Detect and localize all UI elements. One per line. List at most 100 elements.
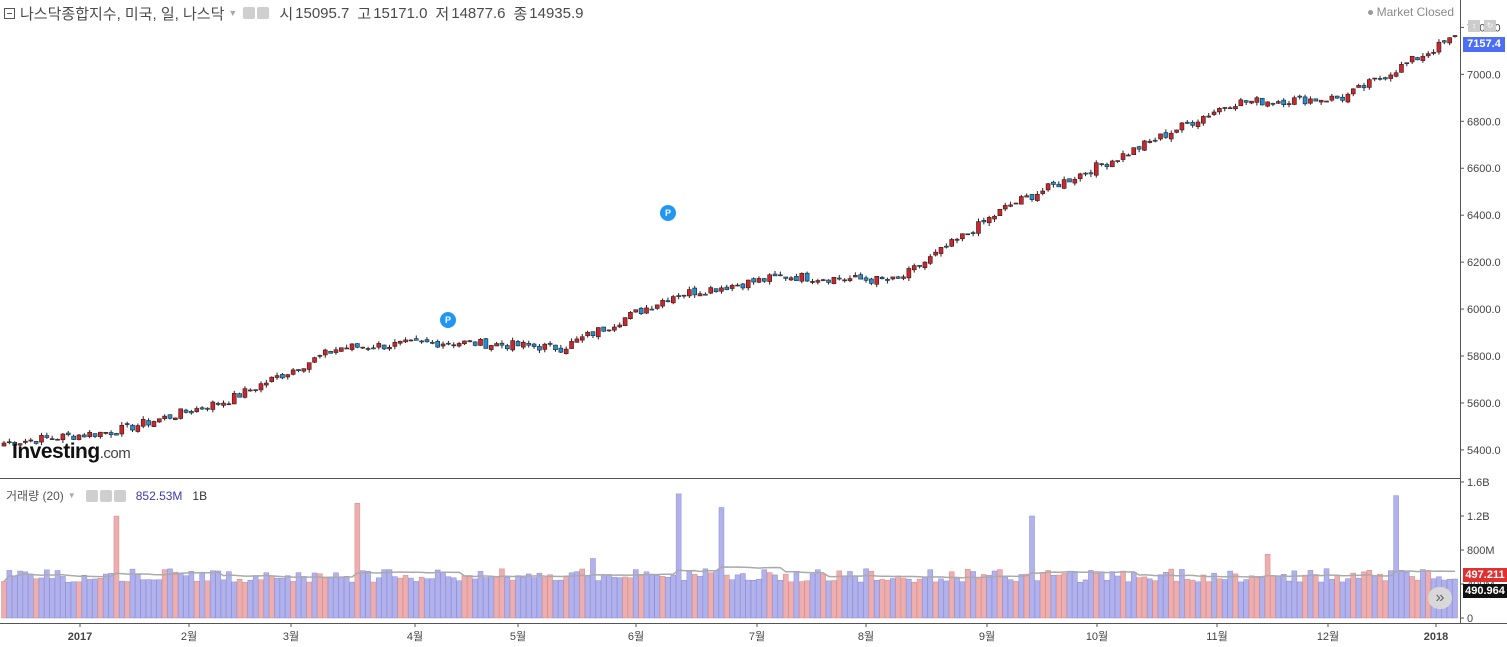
chevron-down-icon[interactable]: ▼ (67, 491, 76, 500)
scale-up-icon[interactable]: ↕ (1468, 20, 1480, 32)
volume-bar-up (1061, 573, 1067, 619)
candle-up (28, 439, 34, 442)
volume-bar-down (681, 580, 687, 619)
candle-up (1179, 122, 1185, 131)
candle-up (178, 408, 183, 419)
volume-bar-up (1093, 573, 1100, 619)
volume-bar-down (1238, 581, 1244, 619)
volume-bar-down (1345, 578, 1351, 619)
candle-down (183, 409, 189, 413)
candle-up (258, 383, 264, 391)
volume-bar-down (1114, 575, 1121, 619)
volume-bar-up (370, 581, 377, 619)
candle-up (992, 215, 997, 220)
candle-down (547, 343, 553, 345)
volume-bar-down (863, 568, 869, 619)
volume-bar-down (65, 581, 72, 619)
volume-bar-down (301, 576, 307, 619)
volume-bar-down (815, 569, 821, 619)
candle-up (494, 343, 499, 347)
volume-bar-down (906, 578, 912, 619)
volume-bar-down (359, 570, 366, 619)
volume-title[interactable]: 거래량 (20) (6, 489, 64, 503)
scale-reset-icon[interactable]: ↻ (1484, 20, 1496, 32)
scroll-to-latest-button[interactable]: » (1428, 587, 1452, 609)
volume-tick-label: 1.6B (1467, 477, 1490, 489)
volume-bar-down (488, 575, 494, 619)
volume-bar-down (713, 570, 719, 619)
candle-up (874, 276, 880, 285)
price-tick-label: 5400.0 (1467, 445, 1501, 457)
candle-up (39, 435, 44, 443)
volume-bar-up (1013, 581, 1019, 619)
volume-bar-down (156, 579, 163, 619)
candle-down (772, 273, 778, 277)
settings-icon[interactable] (85, 489, 98, 502)
candle-up (938, 247, 944, 254)
symbol-title[interactable]: 나스닥종합지수, 미국, 일, 나스닥 (20, 5, 225, 23)
volume-bar-up (1136, 577, 1142, 619)
p-badge-icon[interactable]: P (660, 205, 676, 221)
volume-bar-up (97, 578, 104, 619)
candle-down (515, 341, 521, 347)
candle-down (1190, 122, 1195, 126)
collapse-icon[interactable] (4, 7, 15, 19)
candle-up (397, 340, 403, 344)
volume-bar-down (1082, 579, 1089, 619)
candle-up (124, 423, 130, 425)
volume-bar-down (338, 577, 345, 619)
volume-bar-up (638, 575, 644, 619)
volume-bar-down (413, 581, 420, 619)
close-label: 종 (513, 5, 528, 23)
candle-down (1377, 78, 1383, 80)
volume-bar-down (327, 576, 334, 619)
candle-up (221, 402, 226, 406)
candle-up (1399, 64, 1404, 73)
volume-bar-down (697, 575, 703, 619)
volume-bar-down (1211, 572, 1217, 619)
candle-up (890, 276, 896, 280)
volume-bar-down (525, 573, 532, 619)
candle-down (146, 420, 151, 426)
volume-bar-down (1034, 580, 1041, 619)
volume-bar-down (167, 568, 173, 619)
volume-bar-down (263, 572, 270, 619)
p-badge-icon[interactable]: P (440, 312, 456, 328)
high-label: 고 (357, 5, 372, 23)
volume-bar-down (349, 581, 355, 619)
candle-up (542, 343, 548, 350)
candle-down (1136, 146, 1142, 150)
candle-down (33, 441, 39, 444)
close-icon[interactable] (113, 489, 126, 502)
volume-bar-down (943, 580, 950, 619)
volume-bar-down (1227, 570, 1233, 619)
volume-bar-down (665, 576, 671, 619)
volume-bar-down (1130, 571, 1137, 619)
visibility-icon[interactable] (257, 7, 270, 19)
visibility-icon[interactable] (99, 489, 112, 502)
open-value: 15095.7 (295, 4, 350, 22)
chevron-down-icon[interactable]: ▼ (228, 8, 238, 18)
candle-up (242, 388, 248, 398)
candle-down (531, 343, 537, 347)
volume-bar-down (92, 578, 98, 619)
candle-down (713, 288, 719, 293)
volume-bar-up (708, 572, 714, 619)
volume-bar-down (616, 577, 623, 619)
settings-icon[interactable] (243, 7, 256, 19)
market-status: Market Closed (1367, 5, 1454, 19)
volume-bar-down (515, 575, 521, 619)
candle-up (135, 425, 141, 432)
volume-bar-down (210, 570, 216, 619)
volume-bar-up (879, 579, 885, 619)
candle-down (858, 274, 863, 280)
volume-bar-up (124, 581, 130, 619)
volume-bar-up (1184, 578, 1191, 619)
volume-bar-down (408, 577, 414, 619)
candle-down (1243, 100, 1249, 103)
high-value: 15171.0 (373, 4, 428, 22)
candle-up (103, 431, 109, 434)
